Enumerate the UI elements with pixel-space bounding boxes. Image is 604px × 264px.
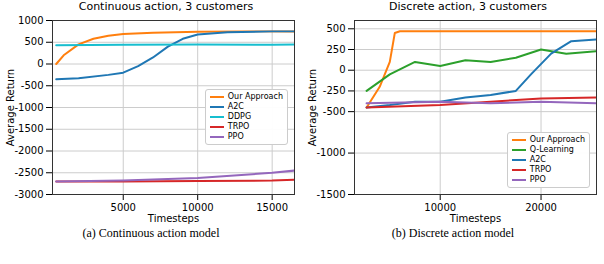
svg-text:15000: 15000 xyxy=(256,202,288,213)
svg-text:250: 250 xyxy=(326,44,345,55)
svg-text:1000: 1000 xyxy=(18,15,43,26)
svg-text:-3000: -3000 xyxy=(14,189,43,200)
svg-text:-500: -500 xyxy=(323,106,346,117)
svg-text:10000: 10000 xyxy=(182,202,214,213)
svg-text:Timesteps: Timesteps xyxy=(449,213,501,224)
svg-text:-500: -500 xyxy=(21,80,44,91)
html-text:PPO: PPO xyxy=(529,175,546,184)
svg-text:-2000: -2000 xyxy=(14,145,43,156)
svg-text:0: 0 xyxy=(37,58,43,69)
svg-text:-1000: -1000 xyxy=(14,102,43,113)
svg-text:Average Return: Average Return xyxy=(307,69,318,146)
html-text:Our Approach: Our Approach xyxy=(529,135,585,144)
svg-text:Average Return: Average Return xyxy=(5,69,16,146)
html-text:Continuous action, 3 customers: Continuous action, 3 customers xyxy=(78,0,254,13)
html-text:Discrete action, 3 customers: Discrete action, 3 customers xyxy=(389,0,547,13)
svg-text:10000: 10000 xyxy=(424,202,456,213)
html-text:TRPO: TRPO xyxy=(529,165,552,174)
svg-text:-1500: -1500 xyxy=(316,189,345,200)
html-text:(b) Discrete action model: (b) Discrete action model xyxy=(391,226,515,240)
svg-text:20000: 20000 xyxy=(525,202,557,213)
svg-text:5000: 5000 xyxy=(111,202,136,213)
html-text:PPO: PPO xyxy=(227,132,244,141)
html-text:DDPG: DDPG xyxy=(227,112,252,121)
svg-text:-2500: -2500 xyxy=(14,167,43,178)
svg-text:Timesteps: Timesteps xyxy=(147,213,199,224)
svg-text:-1000: -1000 xyxy=(316,147,345,158)
html-text:Our Approach: Our Approach xyxy=(227,92,283,101)
svg-text:-1500: -1500 xyxy=(14,123,43,134)
svg-text:500: 500 xyxy=(24,36,43,47)
html-text:A2C: A2C xyxy=(227,102,244,111)
html-text:A2C: A2C xyxy=(529,155,546,164)
svg-text:500: 500 xyxy=(326,23,345,34)
html-text:Q-Learning: Q-Learning xyxy=(529,145,574,154)
svg-text:0: 0 xyxy=(339,64,345,75)
html-text:TRPO: TRPO xyxy=(227,122,250,131)
html-text:(a) Continuous action model: (a) Continuous action model xyxy=(82,226,220,240)
svg-text:-250: -250 xyxy=(323,85,346,96)
